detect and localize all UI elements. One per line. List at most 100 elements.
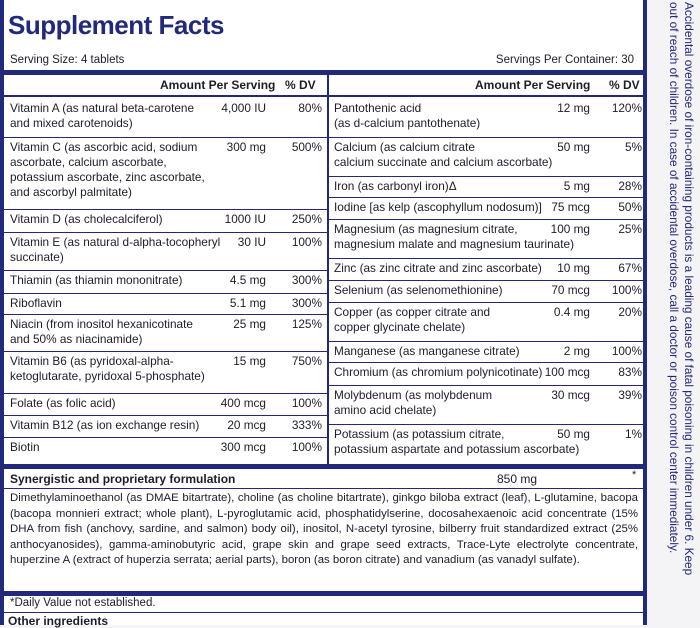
right-nutrient-amount: 50 mg [557, 427, 590, 441]
right-nutrient-amount: 50 mg [557, 140, 590, 154]
left-nutrient-name: Vitamin B6 (as pyridoxal-alpha- ketoglut… [10, 354, 205, 383]
left-row-divider [4, 351, 327, 352]
right-nutrient-name: Iron (as carbonyl iron)Δ [334, 179, 457, 193]
left-nutrient-dv: 500% [291, 140, 322, 154]
left-row-divider [4, 393, 327, 394]
right-row-divider [329, 197, 643, 198]
left-nutrient-dv: 250% [291, 212, 322, 226]
left-dv-header: % DV [285, 78, 316, 92]
left-nutrient-amount: 5.1 mg [229, 296, 266, 310]
left-amount-header: Amount Per Serving [160, 78, 276, 92]
right-nutrient-name: Iodine [as kelp (ascophyllum nodosum)] [334, 200, 542, 214]
right-nutrient-amount: 10 mg [557, 261, 590, 275]
left-nutrient-amount: 20 mcg [227, 418, 266, 432]
left-nutrient-name: Thiamin (as thiamin mononitrate) [10, 273, 183, 287]
left-row-divider [4, 270, 327, 271]
panel-left-border [0, 0, 4, 625]
servings-per-container: Servings Per Container: 30 [495, 54, 634, 66]
left-row-divider [4, 209, 327, 210]
synergistic-star: * [632, 469, 637, 481]
right-row-divider [329, 280, 643, 281]
right-row-divider [329, 341, 643, 342]
right-row-divider [329, 302, 643, 303]
left-row-divider [4, 293, 327, 294]
left-nutrient-name: Vitamin B12 (as ion exchange resin) [10, 418, 200, 432]
left-nutrient-amount: 15 mg [233, 354, 266, 368]
other-line [4, 612, 643, 613]
supplement-facts-panel: Supplement Facts Serving Size: 4 tablets… [0, 0, 647, 628]
panel-right-border [643, 0, 647, 625]
right-nutrient-name: Copper (as copper citrate and copper gly… [334, 305, 491, 334]
column-divider [327, 73, 329, 465]
right-nutrient-name: Chromium (as chromium polynicotinate) [334, 365, 543, 379]
right-nutrient-dv: 67% [618, 261, 642, 275]
left-row-divider [4, 137, 327, 138]
panel-title: Supplement Facts [8, 10, 224, 40]
right-nutrient-name: Zinc (as zinc citrate and zinc ascorbate… [334, 261, 542, 275]
synergistic-amount: 850 mg [497, 472, 538, 486]
synergistic-divider [4, 464, 643, 469]
right-nutrient-dv: 28% [618, 179, 642, 193]
right-nutrient-amount: 30 mcg [551, 388, 590, 402]
left-nutrient-dv: 125% [291, 317, 322, 331]
iron-warning-text: Accidental overdose of iron-containing p… [667, 2, 696, 576]
right-nutrient-amount: 2 mg [563, 344, 590, 358]
ingredients-list: Dimethylaminoethanol (as DMAE bitartrate… [10, 492, 638, 567]
right-row-divider [329, 362, 643, 363]
left-row-divider [4, 314, 327, 315]
right-nutrient-amount: 100 mg [550, 222, 590, 236]
right-row-divider [329, 424, 643, 425]
right-nutrient-amount: 0.4 mg [553, 305, 590, 319]
other-ingredients-label: Other ingredients [8, 614, 109, 628]
iron-warning-panel: Accidental overdose of iron-containing p… [652, 2, 696, 620]
right-nutrient-dv: 50% [618, 200, 642, 214]
left-nutrient-name: Folate (as folic acid) [10, 396, 116, 410]
footnote-divider [4, 591, 643, 596]
right-nutrient-amount: 70 mcg [551, 283, 590, 297]
right-nutrient-dv: 120% [611, 101, 642, 115]
left-nutrient-amount: 300 mg [226, 140, 266, 154]
left-nutrient-dv: 333% [291, 418, 322, 432]
right-nutrient-name: Magnesium (as magnesium citrate, magnesi… [334, 222, 574, 251]
header-divider [4, 70, 643, 75]
right-nutrient-dv: 25% [618, 222, 642, 236]
left-row-divider [4, 415, 327, 416]
right-row-divider [329, 219, 643, 220]
right-nutrient-name: Calcium (as calcium citrate calcium succ… [334, 140, 553, 169]
left-nutrient-amount: 25 mg [233, 317, 266, 331]
right-dv-header: % DV [609, 78, 640, 92]
right-nutrient-name: Pantothenic acid (as d-calcium pantothen… [334, 101, 481, 130]
right-row-divider [329, 258, 643, 259]
left-nutrient-dv: 100% [291, 396, 322, 410]
right-nutrient-name: Potassium (as potassium citrate, potassi… [334, 427, 580, 456]
right-nutrient-name: Selenium (as selenomethionine) [334, 283, 503, 297]
left-row-divider [4, 437, 327, 438]
left-nutrient-dv: 300% [291, 273, 322, 287]
left-nutrient-amount: 4.5 mg [229, 273, 266, 287]
left-nutrient-name: Vitamin C (as ascorbic acid, sodium asco… [10, 140, 205, 199]
right-nutrient-name: Molybdenum (as molybdenum amino acid che… [334, 388, 493, 417]
right-nutrient-dv: 1% [624, 427, 642, 441]
right-nutrient-dv: 100% [611, 344, 642, 358]
left-nutrient-dv: 750% [291, 354, 322, 368]
right-amount-header: Amount Per Serving [475, 78, 591, 92]
synergistic-title: Synergistic and proprietary formulation [10, 472, 236, 486]
table-header-line [4, 95, 643, 97]
left-row-divider [4, 232, 327, 233]
left-nutrient-name: Riboflavin [10, 296, 62, 310]
left-nutrient-dv: 100% [291, 235, 322, 249]
left-nutrient-amount: 400 mcg [220, 396, 266, 410]
left-nutrient-dv: 300% [291, 296, 322, 310]
right-nutrient-amount: 12 mg [557, 101, 590, 115]
right-nutrient-amount: 100 mcg [544, 365, 590, 379]
daily-value-footnote: *Daily Value not established. [10, 597, 156, 609]
right-nutrient-name: Manganese (as manganese citrate) [334, 344, 520, 358]
right-nutrient-dv: 100% [611, 283, 642, 297]
left-nutrient-name: Niacin (from inositol hexanicotinate and… [10, 317, 193, 346]
ingredients-line [4, 488, 643, 489]
left-nutrient-name: Vitamin A (as natural beta-carotene and … [10, 101, 195, 130]
left-nutrient-dv: 100% [291, 440, 322, 454]
right-nutrient-dv: 20% [618, 305, 642, 319]
serving-size: Serving Size: 4 tablets [10, 54, 125, 66]
left-nutrient-amount: 300 mcg [220, 440, 266, 454]
